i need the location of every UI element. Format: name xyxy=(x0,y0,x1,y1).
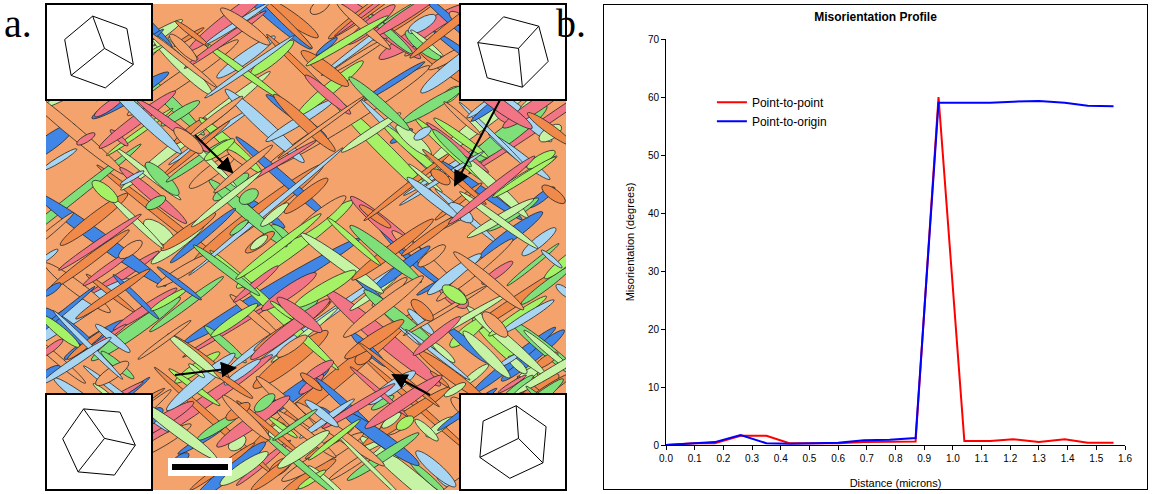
svg-text:1.0: 1.0 xyxy=(946,453,960,464)
html-text:b.: b. xyxy=(556,1,586,46)
svg-text:Point-to-origin: Point-to-origin xyxy=(752,115,827,129)
svg-text:0.0: 0.0 xyxy=(659,453,673,464)
svg-text:60: 60 xyxy=(648,92,660,103)
svg-text:0.1: 0.1 xyxy=(688,453,702,464)
svg-text:0: 0 xyxy=(653,440,659,451)
svg-text:0.9: 0.9 xyxy=(917,453,931,464)
svg-text:0.8: 0.8 xyxy=(889,453,903,464)
svg-text:1.6: 1.6 xyxy=(1118,453,1132,464)
svg-text:Misorientation Profile: Misorientation Profile xyxy=(814,10,937,24)
svg-text:Misorientation (degrees): Misorientation (degrees) xyxy=(624,183,636,302)
svg-text:1.2: 1.2 xyxy=(1003,453,1017,464)
svg-text:1.3: 1.3 xyxy=(1032,453,1046,464)
svg-text:0.5: 0.5 xyxy=(802,453,816,464)
svg-text:40: 40 xyxy=(648,208,660,219)
svg-text:0.2: 0.2 xyxy=(716,453,730,464)
svg-text:20: 20 xyxy=(648,324,660,335)
svg-text:1.4: 1.4 xyxy=(1061,453,1075,464)
svg-text:10: 10 xyxy=(648,382,660,393)
svg-text:50: 50 xyxy=(648,150,660,161)
svg-text:0.6: 0.6 xyxy=(831,453,845,464)
svg-text:1.1: 1.1 xyxy=(975,453,989,464)
svg-text:0.3: 0.3 xyxy=(745,453,759,464)
svg-text:0.7: 0.7 xyxy=(860,453,874,464)
html-text:a.: a. xyxy=(4,1,32,46)
svg-text:1.5: 1.5 xyxy=(1089,453,1103,464)
svg-text:Point-to-point: Point-to-point xyxy=(752,96,824,110)
svg-text:0.4: 0.4 xyxy=(774,453,788,464)
svg-text:30: 30 xyxy=(648,266,660,277)
svg-text:Distance (microns): Distance (microns) xyxy=(850,477,942,489)
svg-text:70: 70 xyxy=(648,34,660,45)
